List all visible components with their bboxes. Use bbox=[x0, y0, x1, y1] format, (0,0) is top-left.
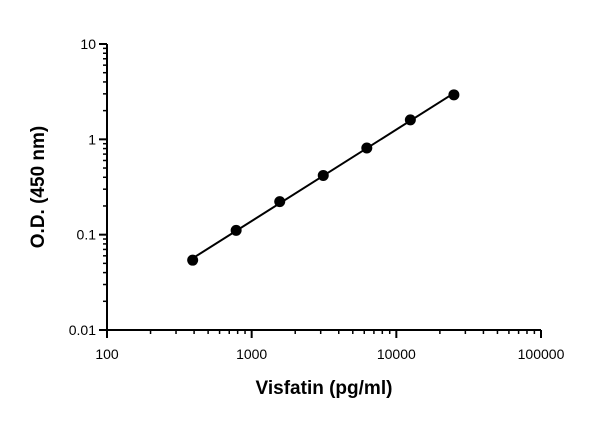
data-point bbox=[187, 254, 199, 266]
data-point bbox=[448, 89, 460, 101]
y-axis-title: O.D. (450 nm) bbox=[28, 126, 49, 248]
y-ticks: 0.01 0.1 1 10 bbox=[69, 36, 107, 338]
x-ticks: 100 1000 10000 100000 bbox=[95, 330, 565, 362]
data-point bbox=[274, 196, 286, 208]
data-point bbox=[317, 169, 329, 181]
x-axis: 100 1000 10000 100000 bbox=[95, 329, 565, 362]
x-tick-label: 100 bbox=[95, 346, 119, 362]
data-point bbox=[404, 114, 416, 126]
x-tick-label: 1000 bbox=[236, 346, 267, 362]
data-point bbox=[361, 142, 373, 154]
plot-area bbox=[187, 89, 460, 266]
y-tick-label: 1 bbox=[88, 131, 96, 147]
y-tick-label: 10 bbox=[80, 36, 96, 52]
x-axis-title: Visfatin (pg/ml) bbox=[256, 378, 393, 399]
y-tick-label: 0.1 bbox=[77, 227, 97, 243]
data-point bbox=[230, 224, 242, 236]
y-axis: 0.01 0.1 1 10 bbox=[69, 36, 108, 338]
x-tick-label: 10000 bbox=[377, 346, 416, 362]
y-tick-label: 0.01 bbox=[69, 322, 96, 338]
x-tick-label: 100000 bbox=[518, 346, 565, 362]
